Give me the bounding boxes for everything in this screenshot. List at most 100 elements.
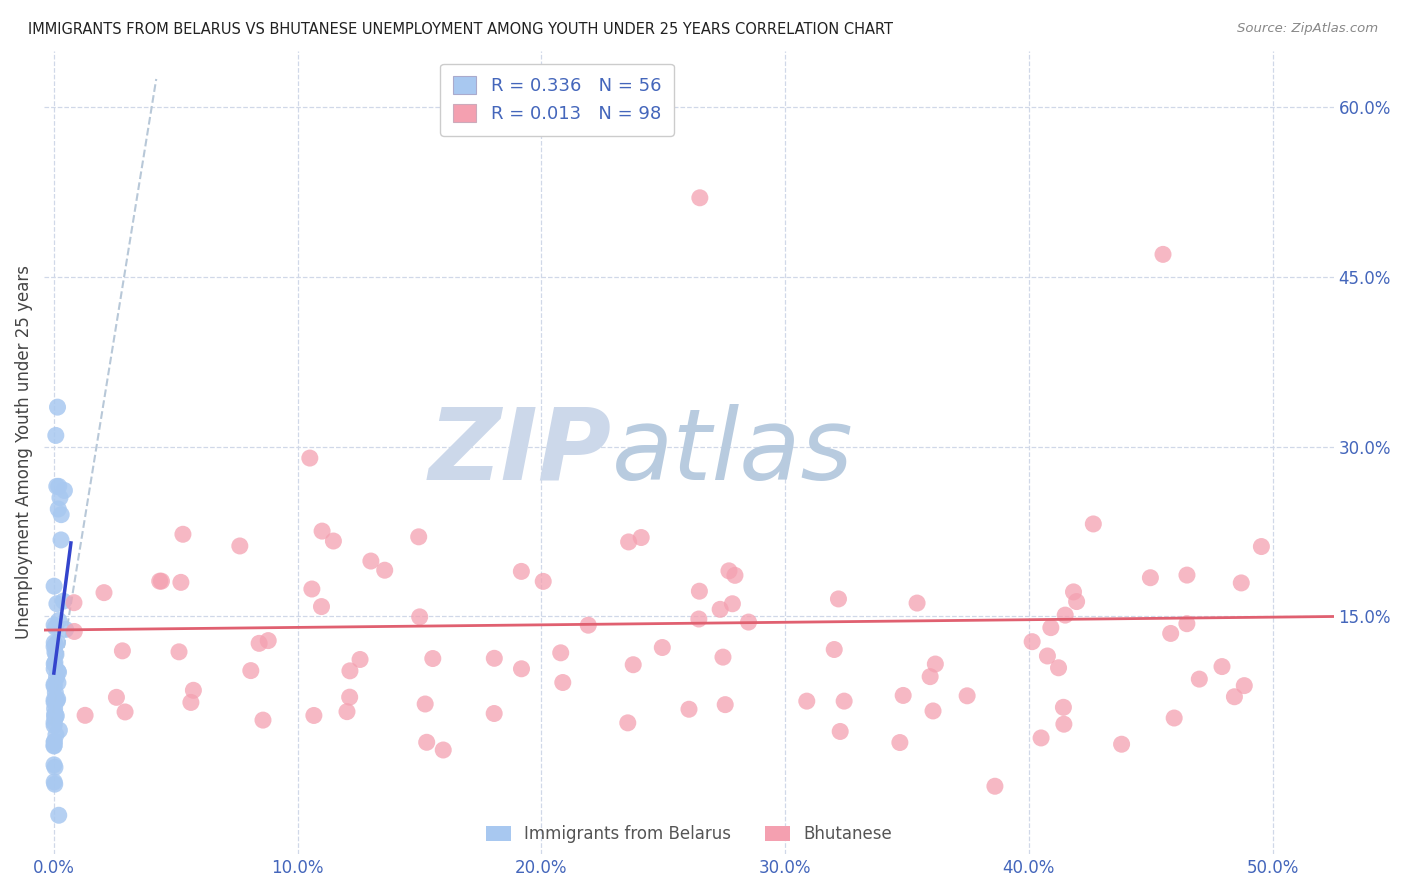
Point: [111, 644, 134, 658]
Point: [52, 594, 75, 608]
Point: [830, 724, 852, 739]
Point: [1021, 634, 1043, 648]
Point: [1063, 585, 1085, 599]
Point: [714, 698, 737, 712]
Point: [48, 479, 70, 493]
Point: [891, 689, 914, 703]
Point: [484, 651, 506, 665]
Point: [45, 479, 67, 493]
Point: [709, 602, 731, 616]
Point: [922, 704, 945, 718]
Point: [711, 650, 734, 665]
Point: [1250, 540, 1272, 554]
Point: [1223, 690, 1246, 704]
Point: [183, 683, 205, 698]
Y-axis label: Unemployment Among Youth under 25 years: Unemployment Among Youth under 25 years: [15, 266, 32, 640]
Point: [408, 610, 430, 624]
Point: [550, 646, 572, 660]
Point: [44, 638, 66, 652]
Text: atlas: atlas: [612, 404, 853, 501]
Point: [413, 697, 436, 711]
Point: [311, 599, 333, 614]
Point: [48, 723, 70, 738]
Point: [63, 596, 86, 610]
Point: [415, 735, 437, 749]
Point: [44, 711, 66, 725]
Point: [1047, 661, 1070, 675]
Point: [46, 635, 69, 649]
Point: [167, 645, 190, 659]
Point: [301, 582, 323, 596]
Point: [482, 706, 505, 721]
Point: [114, 705, 136, 719]
Point: [44, 775, 66, 789]
Point: [252, 713, 274, 727]
Point: [717, 564, 740, 578]
Point: [44, 618, 66, 632]
Point: [339, 690, 361, 705]
Point: [75, 708, 97, 723]
Point: [42, 677, 65, 691]
Point: [1233, 679, 1256, 693]
Point: [336, 705, 359, 719]
Point: [46, 675, 69, 690]
Point: [551, 675, 574, 690]
Point: [510, 565, 533, 579]
Point: [721, 597, 744, 611]
Point: [46, 664, 69, 678]
Point: [48, 665, 70, 680]
Point: [44, 777, 66, 791]
Point: [46, 693, 69, 707]
Point: [51, 508, 73, 522]
Point: [796, 694, 818, 708]
Point: [44, 760, 66, 774]
Point: [45, 709, 67, 723]
Point: [689, 191, 711, 205]
Point: [42, 757, 65, 772]
Point: [1066, 594, 1088, 608]
Point: [1036, 648, 1059, 663]
Point: [408, 530, 430, 544]
Point: [44, 710, 66, 724]
Point: [432, 743, 454, 757]
Point: [956, 689, 979, 703]
Point: [46, 502, 69, 516]
Point: [832, 694, 855, 708]
Point: [63, 624, 86, 639]
Point: [44, 707, 66, 722]
Point: [349, 652, 371, 666]
Point: [44, 739, 66, 753]
Point: [247, 636, 270, 650]
Text: Source: ZipAtlas.com: Source: ZipAtlas.com: [1237, 22, 1378, 36]
Point: [46, 400, 69, 414]
Point: [621, 657, 644, 672]
Point: [905, 596, 928, 610]
Point: [984, 779, 1007, 793]
Point: [44, 645, 66, 659]
Point: [42, 695, 65, 709]
Point: [374, 563, 396, 577]
Point: [1029, 731, 1052, 745]
Point: [229, 539, 252, 553]
Point: [630, 531, 652, 545]
Point: [44, 685, 66, 699]
Point: [239, 664, 262, 678]
Point: [576, 618, 599, 632]
Point: [48, 808, 70, 822]
Point: [298, 451, 321, 466]
Point: [1160, 626, 1182, 640]
Point: [1111, 737, 1133, 751]
Point: [44, 735, 66, 749]
Point: [44, 735, 66, 749]
Point: [1054, 608, 1077, 623]
Point: [1163, 711, 1185, 725]
Point: [724, 568, 747, 582]
Point: [45, 428, 67, 442]
Point: [49, 491, 72, 505]
Legend: Immigrants from Belarus, Bhutanese: Immigrants from Belarus, Bhutanese: [479, 819, 898, 850]
Point: [150, 574, 173, 589]
Point: [510, 662, 533, 676]
Point: [1175, 568, 1198, 582]
Point: [688, 612, 710, 626]
Text: ZIP: ZIP: [429, 404, 612, 501]
